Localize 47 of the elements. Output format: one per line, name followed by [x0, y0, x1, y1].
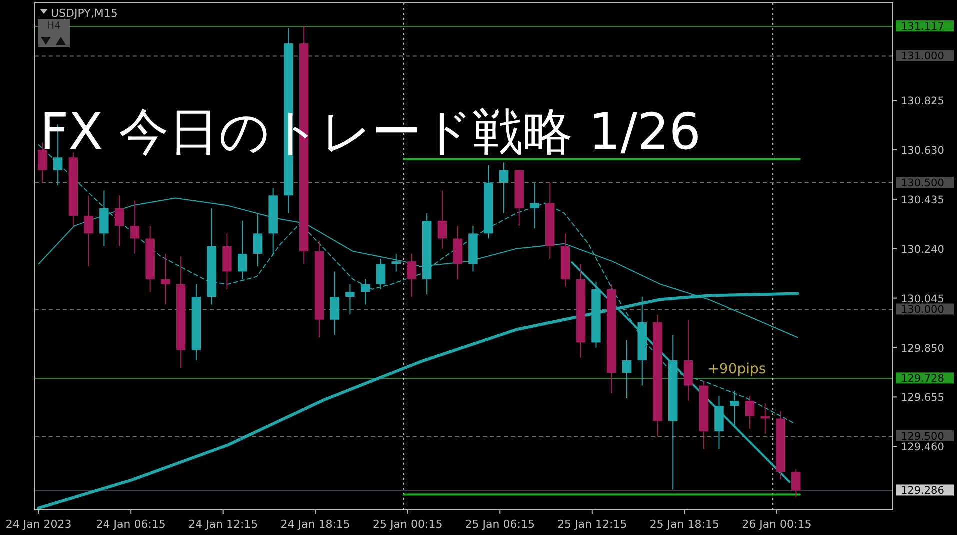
text: FX 今日のトレード戦略 1/26	[40, 103, 702, 161]
y-tick-label: 130.630	[901, 145, 944, 158]
ref-line-label: 129.286	[901, 485, 945, 498]
candlestick	[499, 162, 509, 214]
candlestick	[360, 278, 370, 306]
x-tick-label: 24 Jan 2023	[6, 518, 72, 531]
x-tick-label: 26 Jan 00:15	[742, 518, 812, 531]
x-tick-label: 25 Jan 18:15	[650, 518, 720, 531]
candlestick	[346, 284, 355, 316]
candlestick	[407, 253, 416, 298]
candlestick	[760, 403, 770, 434]
candlestick	[392, 253, 401, 272]
ref-line-label: 130.000	[901, 304, 944, 316]
candlestick	[114, 195, 124, 247]
candlestick	[253, 212, 263, 268]
annotation: +90pips	[708, 362, 766, 378]
y-tick-label: 129.460	[901, 442, 944, 454]
y-tick-label: 130.435	[901, 194, 944, 206]
candlestick	[745, 395, 755, 430]
candlestick	[438, 190, 448, 250]
ref-line-label: 130.500	[901, 177, 944, 190]
y-tick-label: 129.655	[901, 392, 944, 404]
x-tick-label: 24 Jan 12:15	[188, 518, 258, 531]
x-tick-label: 24 Jan 06:15	[96, 518, 166, 531]
candlestick	[238, 220, 248, 280]
candlestick	[530, 182, 540, 230]
ref-line-label: 131.117	[901, 21, 944, 34]
annotation: H4	[47, 21, 61, 32]
x-tick-label: 25 Jan 00:15	[373, 518, 443, 531]
candlestick	[622, 340, 632, 399]
y-tick-label: 130.825	[901, 96, 944, 108]
x-tick-label: 24 Jan 18:15	[280, 518, 350, 531]
candlestick	[130, 200, 140, 254]
candlestick	[84, 195, 94, 268]
chart-subtitle: USDJPY,M15	[51, 7, 118, 20]
x-tick-label: 25 Jan 06:15	[465, 518, 535, 531]
candlestick	[792, 468, 801, 498]
candlestick	[330, 271, 340, 336]
candlestick	[161, 253, 170, 306]
y-tick-label: 129.850	[901, 342, 944, 355]
candlestick	[376, 258, 386, 290]
ref-line-label: 129.728	[901, 373, 944, 386]
ref-line-label: 131.000	[901, 50, 944, 63]
y-tick-label: 130.240	[901, 244, 944, 256]
ref-line-label: 129.500	[901, 430, 944, 443]
x-tick-label: 25 Jan 12:15	[558, 518, 628, 531]
y-tick-label: 130.045	[901, 293, 944, 306]
